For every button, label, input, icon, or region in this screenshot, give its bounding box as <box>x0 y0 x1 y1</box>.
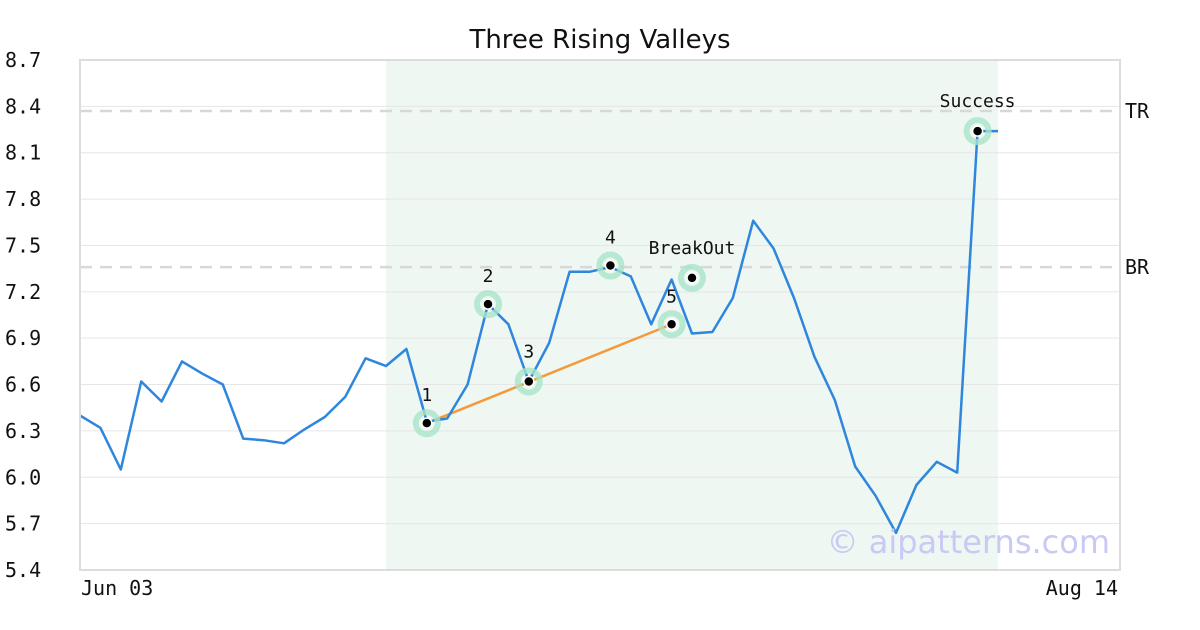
breakout-label: BreakOut <box>649 238 736 259</box>
y-tick-label: 5.4 <box>5 558 41 582</box>
point-label: 2 <box>483 266 494 287</box>
level-label: TR <box>1125 99 1150 123</box>
pattern-point-halo <box>412 409 441 438</box>
pattern-point-halo <box>514 367 543 396</box>
level-label: BR <box>1125 255 1150 279</box>
pattern-point-dot <box>523 375 535 388</box>
pattern-point-dot <box>665 318 678 331</box>
success-point-halo <box>963 117 992 146</box>
pattern-window-shade <box>386 60 998 570</box>
point-label: 3 <box>523 341 534 362</box>
plot-frame <box>79 59 1121 571</box>
chart-title: Three Rising Valleys <box>468 25 730 55</box>
pattern-point-halo <box>474 290 502 319</box>
watermark: © aipatterns.com <box>827 523 1110 561</box>
y-tick-label: 7.8 <box>5 187 41 211</box>
y-tick-label: 5.7 <box>5 512 41 536</box>
point-label: 4 <box>605 228 616 249</box>
y-tick-label: 8.7 <box>5 48 41 72</box>
x-tick-label: Aug 14 <box>1046 576 1118 600</box>
point-label: 1 <box>421 385 432 406</box>
y-tick-label: 6.9 <box>5 326 41 350</box>
pattern-point-dot <box>604 259 617 272</box>
y-tick-label: 7.5 <box>5 233 41 257</box>
y-tick-label: 6.3 <box>5 419 41 443</box>
pattern-point-halo <box>657 310 686 339</box>
x-tick-label: Jun 03 <box>81 576 153 600</box>
y-tick-label: 8.1 <box>5 141 41 165</box>
breakout-point-dot <box>686 272 698 284</box>
pattern-point-dot <box>482 298 494 310</box>
y-tick-label: 7.2 <box>5 280 41 304</box>
trendline <box>426 323 673 425</box>
pattern-point-dot <box>421 417 433 429</box>
success-point-dot <box>971 125 984 137</box>
breakout-point-halo <box>678 263 706 292</box>
pattern-point-halo <box>596 251 625 280</box>
y-tick-label: 8.4 <box>5 94 41 118</box>
success-label: Success <box>940 91 1016 112</box>
y-tick-label: 6.6 <box>5 373 41 397</box>
y-tick-label: 6.0 <box>5 465 41 489</box>
point-label: 5 <box>666 286 677 307</box>
price-line <box>79 129 998 535</box>
